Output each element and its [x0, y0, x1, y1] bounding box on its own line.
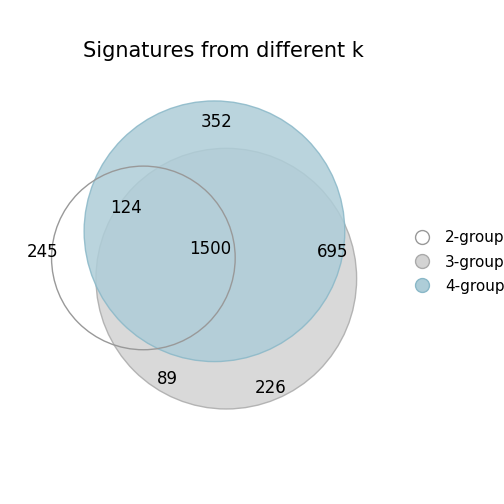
Text: 89: 89: [157, 370, 177, 389]
Text: 226: 226: [255, 379, 287, 397]
Text: 245: 245: [27, 243, 58, 261]
Circle shape: [84, 101, 345, 361]
Circle shape: [96, 148, 357, 409]
Title: Signatures from different k: Signatures from different k: [83, 41, 364, 61]
Text: 1500: 1500: [189, 240, 231, 258]
Text: 695: 695: [317, 243, 349, 261]
Text: 124: 124: [110, 199, 142, 217]
Legend: 2-group, 3-group, 4-group: 2-group, 3-group, 4-group: [401, 224, 504, 300]
Text: 352: 352: [201, 113, 232, 131]
